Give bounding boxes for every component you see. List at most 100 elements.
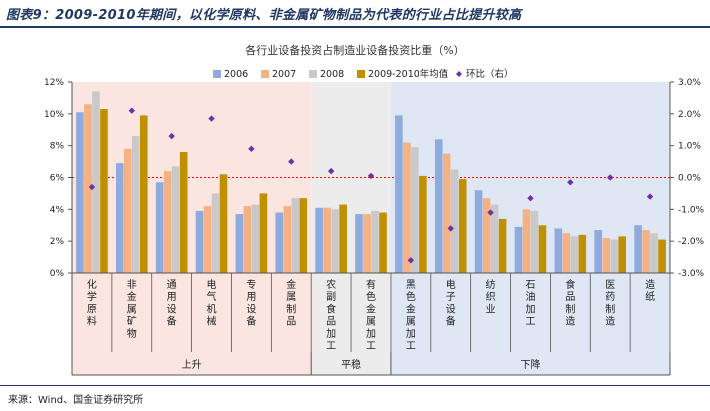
ratio-marker-14: [646, 193, 654, 200]
category-label-char: 纺: [486, 278, 496, 291]
bar-2008-4: [251, 204, 260, 273]
category-label-char: 工: [326, 341, 336, 352]
right-tick-label-0: -3.0%: [678, 269, 705, 279]
bar-2006-0: [76, 112, 84, 273]
ratio-marker-6: [327, 167, 335, 175]
ratio-marker-12: [567, 179, 574, 186]
category-label-char: 业: [486, 303, 496, 315]
category-label-char: 纸: [645, 290, 655, 303]
bar-2006-8: [395, 115, 403, 273]
bar-2007-1: [124, 148, 132, 273]
bar-2008-9: [450, 169, 459, 273]
category-label-char: 物: [127, 327, 137, 340]
ratio-marker-10: [487, 209, 494, 216]
category-label-char: 加: [326, 328, 336, 340]
bar-2006-3: [195, 210, 204, 273]
category-label-3: 电气机械: [207, 278, 217, 328]
bar-2009-2010年均值-10: [498, 218, 507, 273]
bar-2008-3: [211, 193, 220, 273]
bar-2008-8: [411, 147, 419, 273]
bar-2009-2010年均值-12: [578, 234, 587, 273]
ratio-marker-2: [168, 132, 175, 140]
bar-2008-2: [171, 166, 180, 273]
category-label-0: 化学原料: [87, 278, 97, 328]
bar-2008-13: [610, 239, 618, 273]
bar-2006-13: [594, 230, 602, 273]
title-rule: [0, 26, 710, 28]
bar-2009-2010年均值-1: [140, 115, 148, 273]
ratio-marker-7: [367, 172, 375, 180]
category-label-char: 属: [286, 291, 296, 303]
category-label-9: 电子设备: [446, 278, 456, 328]
category-label-char: 矿: [127, 315, 137, 328]
legend-label-2: 2008: [320, 69, 344, 80]
category-label-char: 品: [326, 316, 336, 328]
category-label-char: 色: [406, 290, 416, 303]
category-label-char: 设: [246, 303, 256, 315]
bar-2009-2010年均值-0: [100, 109, 108, 273]
category-label-13: 医药制造: [605, 279, 615, 328]
bar-2009-2010年均值-14: [658, 239, 666, 273]
group-background-2: [390, 82, 670, 375]
bar-2008-11: [530, 210, 539, 273]
category-label-char: 造: [645, 278, 655, 291]
bar-2006-2: [155, 182, 164, 273]
category-label-char: 用: [167, 292, 177, 303]
bar-2008-1: [132, 136, 140, 273]
category-label-char: 制: [605, 302, 615, 315]
category-label-char: 农: [326, 278, 336, 291]
bar-2009-2010年均值-8: [419, 175, 427, 273]
bar-2009-2010年均值-2: [179, 152, 188, 273]
category-label-char: 属: [127, 303, 137, 315]
ratio-marker-8: [407, 257, 415, 264]
right-tick-label-5: 2.0%: [678, 110, 701, 120]
bar-2006-7: [355, 214, 363, 273]
bar-2007-5: [283, 206, 292, 273]
category-label-char: 电: [446, 278, 456, 291]
bar-2008-12: [570, 236, 579, 273]
legend-label-1: 2007: [272, 69, 296, 80]
legend-label-4: 环比（右）: [466, 68, 514, 80]
category-label-char: 专: [246, 278, 256, 291]
legend-marker-ratio: [456, 71, 462, 77]
category-label-11: 石油加工: [525, 280, 535, 328]
bar-2006-5: [275, 212, 284, 273]
bar-2006-9: [434, 139, 443, 273]
bar-2008-7: [371, 210, 379, 273]
category-label-char: 通: [167, 279, 177, 291]
bottom-rule: [0, 385, 710, 386]
category-label-2: 通用设备: [167, 279, 177, 328]
bar-2007-14: [642, 230, 650, 273]
category-label-char: 工: [406, 341, 416, 352]
category-label-char: 品: [565, 291, 575, 303]
bar-2009-2010年均值-3: [219, 174, 228, 273]
category-label-char: 石: [525, 280, 535, 291]
category-label-char: 工: [525, 317, 535, 328]
ratio-marker-5: [288, 158, 295, 165]
category-label-char: 工: [366, 341, 376, 352]
category-label-char: 非: [127, 279, 137, 291]
legend-swatch-1: [261, 70, 269, 78]
bar-2008-10: [490, 204, 499, 273]
bar-2007-7: [363, 214, 371, 273]
left-tick-label-6: 12%: [44, 78, 64, 88]
category-label-char: 加: [406, 328, 416, 340]
right-tick-label-3: 0.0%: [678, 174, 701, 184]
category-label-char: 机: [207, 302, 217, 315]
chart-title: 各行业设备投资占制造业设备投资比重（%）: [245, 43, 464, 57]
bar-2009-2010年均值-11: [538, 225, 547, 273]
bar-2008-0: [92, 91, 100, 273]
category-label-char: 属: [406, 316, 416, 328]
ratio-marker-9: [447, 225, 454, 232]
category-label-char: 色: [366, 290, 376, 303]
category-label-char: 油: [525, 290, 535, 303]
right-tick-label-4: 1.0%: [678, 142, 701, 152]
legend-label-0: 2006: [224, 69, 248, 80]
bar-2006-1: [116, 163, 124, 273]
bar-2006-12: [554, 228, 563, 273]
bar-2009-2010年均值-9: [458, 179, 467, 273]
ratio-marker-11: [527, 194, 534, 202]
bar-2008-5: [291, 198, 300, 273]
right-tick-label-2: -1.0%: [678, 205, 705, 215]
bar-2007-6: [323, 207, 331, 273]
